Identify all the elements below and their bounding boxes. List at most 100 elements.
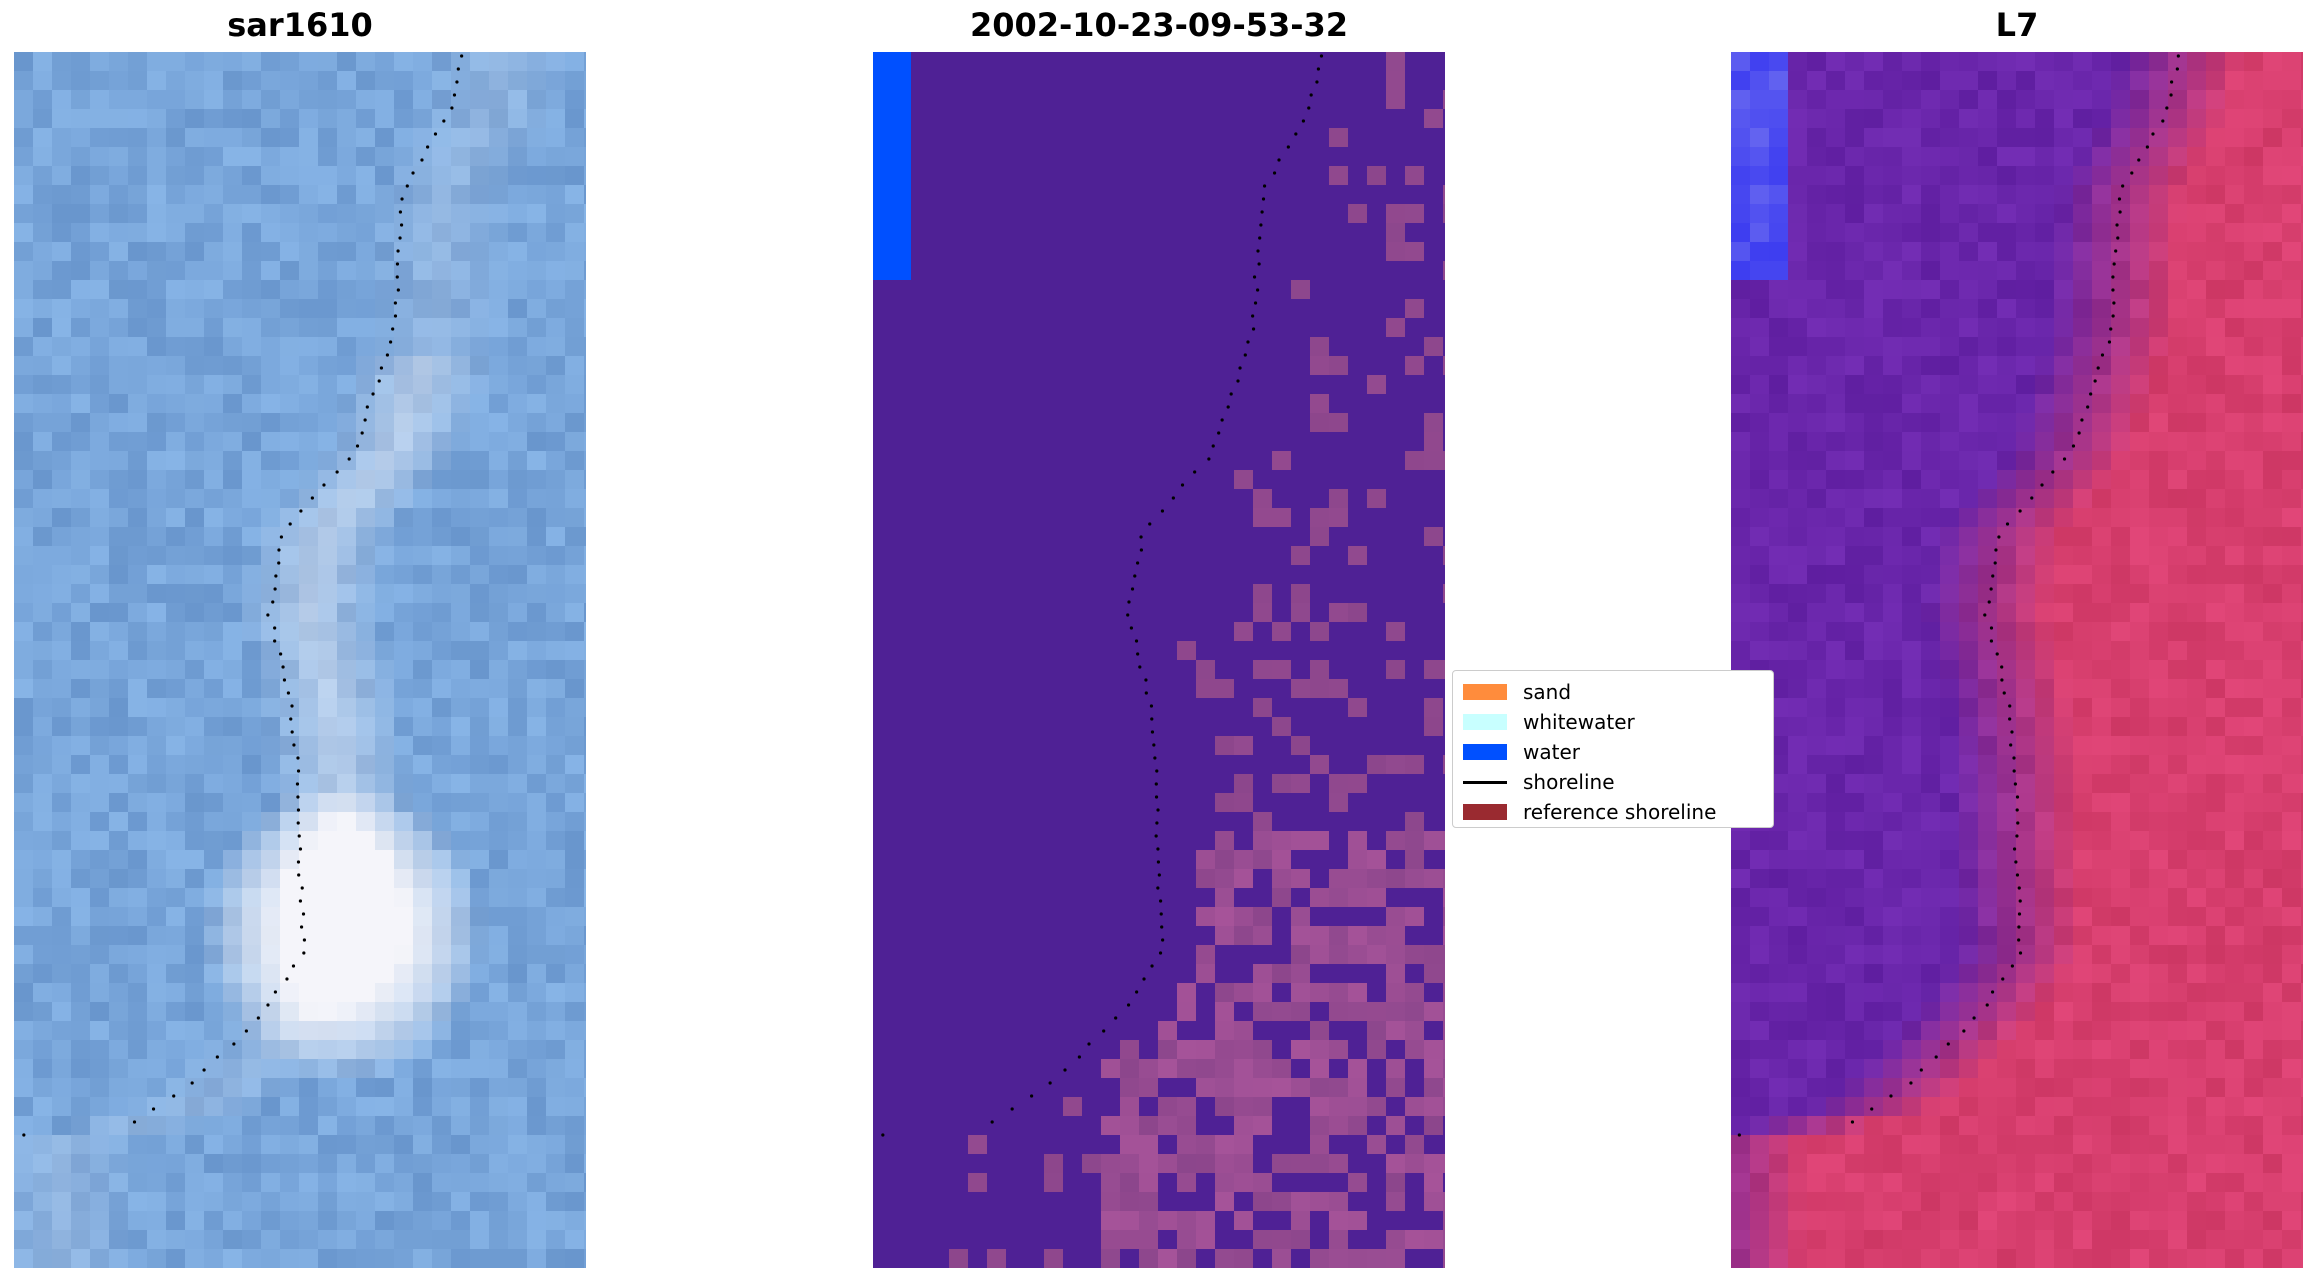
shoreline-point (288, 522, 292, 526)
shoreline-point (1991, 574, 1995, 578)
shoreline-point (1934, 1055, 1938, 1059)
shoreline-point (298, 847, 303, 851)
legend-label: reference shoreline (1523, 800, 1717, 824)
shoreline-point (279, 652, 283, 656)
shoreline-point (400, 197, 404, 201)
shoreline-point (151, 1107, 156, 1111)
shoreline-point (2040, 483, 2044, 487)
shoreline-point (273, 626, 277, 630)
shoreline-point (1160, 925, 1164, 929)
shoreline-point (2001, 977, 2005, 981)
l7-image (1731, 52, 2303, 1268)
shoreline-point (2169, 93, 2173, 97)
shoreline-point (1138, 665, 1142, 669)
shoreline-point (2051, 470, 2055, 474)
shoreline-point (2008, 704, 2012, 708)
shoreline-point (296, 808, 301, 812)
shoreline-point (281, 665, 285, 669)
shoreline-point (1149, 704, 1154, 708)
shoreline-point (291, 964, 296, 968)
shoreline-point (1207, 457, 1211, 461)
shoreline-point (22, 1133, 26, 1137)
shoreline-point (202, 1068, 206, 1072)
shoreline-point (2109, 327, 2113, 331)
shoreline-point (395, 275, 399, 279)
classification-panel (873, 52, 1445, 1268)
shoreline-point (1077, 1055, 1081, 1059)
shoreline-point (1127, 600, 1131, 604)
shoreline-point (2112, 301, 2116, 305)
shoreline-point (2161, 119, 2165, 123)
shoreline-point (1252, 275, 1257, 279)
shoreline-point (442, 119, 446, 123)
shoreline-point (273, 639, 277, 643)
legend: sand whitewater water shoreline referenc… (1452, 670, 1774, 828)
shoreline-point (299, 925, 304, 929)
shoreline-point (2008, 717, 2012, 721)
shoreline-point (310, 496, 314, 500)
shoreline-point (2062, 457, 2067, 461)
shoreline-point (256, 1016, 260, 1020)
legend-item-water: water (1463, 737, 1763, 767)
shoreline-point (271, 600, 275, 604)
water-swatch (1463, 744, 1507, 760)
shoreline-point (297, 873, 301, 877)
shoreline-point (2000, 665, 2004, 669)
shoreline-point (2005, 522, 2010, 526)
shoreline-point (1272, 171, 1277, 175)
shoreline-point (2137, 158, 2141, 162)
shoreline-point (1160, 509, 1165, 513)
shoreline-point (371, 392, 375, 396)
shoreline-point (1870, 1107, 1874, 1111)
shoreline-point (1144, 678, 1148, 682)
shoreline-point (290, 704, 294, 708)
shoreline-point (1159, 912, 1163, 916)
shoreline-point (1238, 366, 1242, 370)
shoreline-point (360, 431, 364, 435)
shoreline-point (2017, 938, 2021, 942)
shoreline-point (881, 1133, 885, 1137)
shoreline-point (1171, 496, 1175, 500)
shoreline-point (1211, 444, 1215, 448)
shoreline-point (2107, 340, 2112, 344)
shoreline-point (420, 158, 424, 162)
shoreline-point (1301, 119, 1306, 123)
shoreline-point (1154, 834, 1158, 838)
shoreline-point (2017, 925, 2021, 929)
shoreline-point (1048, 1081, 1052, 1085)
shoreline-point (1130, 587, 1135, 591)
shoreline-point (1087, 1042, 1091, 1046)
shoreline-point (1150, 717, 1154, 721)
shoreline-point (1156, 860, 1161, 864)
shoreline-point (296, 860, 301, 864)
shoreline-point (347, 457, 351, 461)
shoreline-point (2015, 834, 2019, 838)
shoreline-point (2111, 314, 2115, 318)
shoreline-point (296, 795, 300, 799)
shoreline-point (2012, 847, 2017, 851)
panel-title-date: 2002-10-23-09-53-32 (969, 6, 1349, 44)
shoreline-line (1463, 780, 1507, 784)
shoreline-point (1256, 288, 1260, 292)
shoreline-point (1156, 808, 1160, 812)
shoreline-point (1135, 990, 1139, 994)
panel-title-sar: sar1610 (227, 6, 373, 44)
shoreline-point (355, 444, 360, 448)
shoreline-point (232, 1042, 236, 1046)
shoreline-point (274, 574, 278, 578)
shoreline-point (1153, 756, 1157, 760)
shoreline-point (1156, 886, 1160, 890)
shoreline-point (2151, 132, 2155, 136)
shoreline-point (1946, 1042, 1950, 1046)
shoreline-point (456, 67, 460, 71)
shoreline-point (2116, 236, 2120, 240)
shoreline-point (1220, 418, 1224, 422)
shoreline-point (1261, 197, 1266, 201)
shoreline-point (1142, 977, 1146, 981)
shoreline-point (2145, 145, 2149, 149)
shoreline-point (273, 587, 277, 591)
shoreline-point (1319, 54, 1324, 58)
shoreline-point (1010, 1107, 1014, 1111)
shoreline-point (1989, 587, 1993, 591)
shoreline-point (398, 236, 402, 240)
